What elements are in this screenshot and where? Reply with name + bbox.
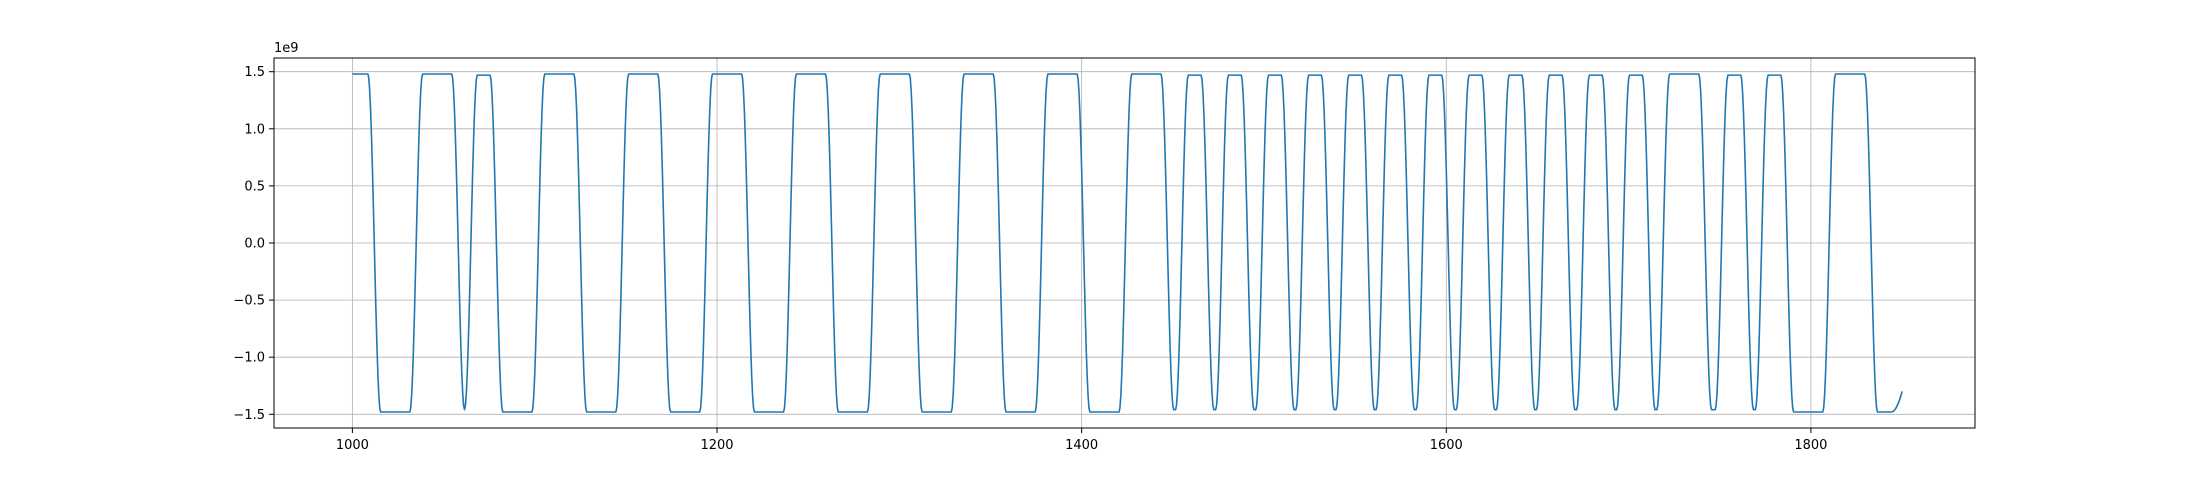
series-line (352, 73, 1903, 413)
y-tick-label: 0.5 (244, 179, 265, 194)
x-tick-label: 1200 (700, 438, 733, 453)
x-tick-label: 1000 (336, 438, 369, 453)
y-tick-label: 0.0 (244, 237, 265, 252)
y-tick-label: −0.5 (233, 294, 265, 309)
series-layer (352, 73, 1903, 413)
x-tick-label: 1800 (1794, 438, 1827, 453)
y-tick-label: 1.0 (244, 122, 265, 137)
x-tick-label: 1600 (1430, 438, 1463, 453)
y-tick-label: −1.5 (233, 408, 265, 423)
y-tick-label: 1.5 (244, 65, 265, 80)
y-tick-label: −1.0 (233, 351, 265, 366)
y-offset-label: 1e9 (274, 41, 299, 56)
ticks: 1000 1200 1400 1600 1800 1.5 1.0 0.5 0.0 −0.5 −1.0… (233, 65, 1827, 453)
x-tick-label: 1400 (1065, 438, 1098, 453)
